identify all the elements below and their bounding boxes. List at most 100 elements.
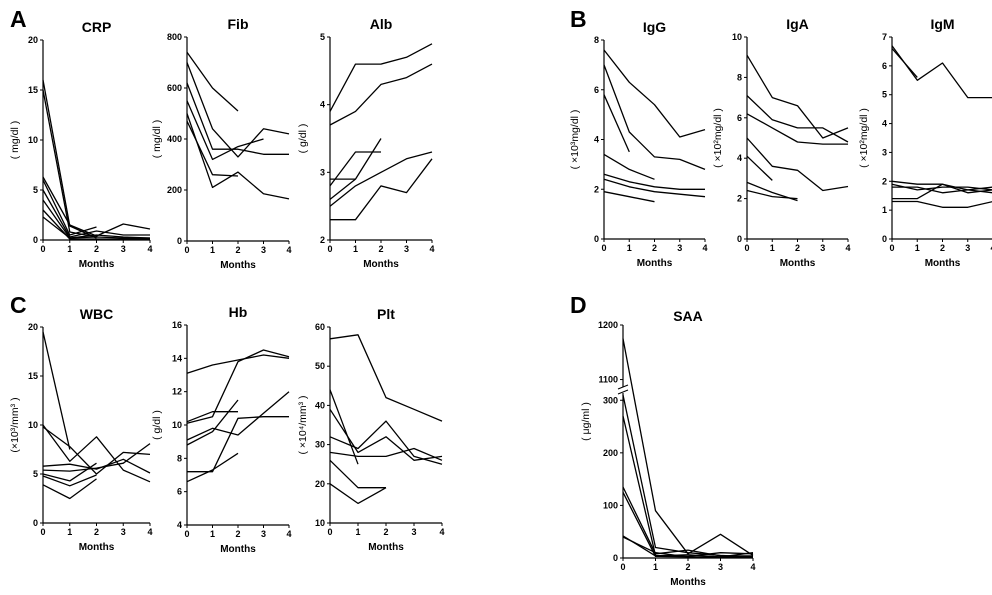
- x-tick-label: 2: [940, 243, 945, 253]
- x-tick-label: 4: [147, 527, 152, 537]
- y-tick-label: 0: [177, 236, 182, 246]
- series-line: [42, 209, 150, 240]
- y-tick-label: 60: [315, 322, 325, 332]
- x-tick-label: 2: [383, 527, 388, 537]
- series-line: [42, 89, 97, 238]
- series-line: [187, 416, 289, 473]
- y-tick-label: 20: [28, 322, 38, 332]
- x-tick-label: 1: [67, 244, 72, 254]
- y-tick-label: 200: [603, 448, 618, 458]
- y-tick-label: 0: [594, 234, 599, 244]
- chart-title: WBC: [80, 306, 113, 322]
- y-tick-label: 6: [737, 113, 742, 123]
- axis-break-mark: [617, 389, 629, 395]
- y-tick-label: 1200: [598, 320, 618, 330]
- series-line: [329, 43, 433, 112]
- series-line: [186, 82, 289, 155]
- y-tick-label: 0: [613, 553, 618, 563]
- panel-letter-a: A: [10, 6, 27, 32]
- x-tick-label: 1: [627, 243, 632, 253]
- y-tick-label: 10: [315, 518, 325, 528]
- series-line: [186, 391, 290, 441]
- x-tick-label: 2: [94, 244, 99, 254]
- y-axis-label: ( ×10⁴/mm³ ): [297, 395, 309, 454]
- x-tick-label: 3: [121, 244, 126, 254]
- series-line: [603, 64, 706, 171]
- y-tick-label: 14: [172, 353, 182, 363]
- x-tick-label: 4: [439, 527, 444, 537]
- y-tick-label: 6: [177, 487, 182, 497]
- axis-break-mark: [617, 384, 629, 390]
- y-tick-label: 0: [33, 235, 38, 245]
- series-line: [622, 394, 754, 558]
- y-tick-label: 15: [28, 85, 38, 95]
- y-tick-label: 15: [28, 371, 38, 381]
- series-line: [42, 462, 97, 482]
- y-tick-label: 4: [882, 119, 887, 129]
- chart-title: IgM: [930, 16, 954, 32]
- series-line: [42, 189, 150, 238]
- series-line: [891, 183, 992, 191]
- x-tick-label: 0: [40, 527, 45, 537]
- x-tick-label: 4: [429, 244, 434, 254]
- y-tick-label: 2: [737, 194, 742, 204]
- series-line: [186, 100, 264, 161]
- series-line: [186, 113, 290, 200]
- chart-title: Fib: [228, 16, 249, 32]
- y-axis-label: (×10³/mm³ ): [9, 397, 21, 452]
- series-line: [329, 447, 443, 461]
- x-tick-label: 3: [411, 527, 416, 537]
- y-tick-label: 5: [320, 32, 325, 42]
- y-axis-label: ( g/dl ): [297, 124, 309, 154]
- y-tick-label: 4: [177, 520, 182, 530]
- y-tick-label: 2: [320, 235, 325, 245]
- series-line: [746, 189, 798, 200]
- x-tick-label: 3: [261, 529, 266, 539]
- series-line: [186, 349, 290, 424]
- y-axis-label: ( ×10²mg/dl ): [858, 108, 870, 168]
- y-tick-label: 7: [882, 32, 887, 42]
- series-line: [186, 399, 239, 446]
- series-line: [329, 483, 387, 505]
- series-line: [42, 199, 150, 239]
- x-tick-label: 2: [235, 529, 240, 539]
- y-tick-label: 5: [882, 90, 887, 100]
- y-axis-label: ( ×10³mg/dl ): [569, 110, 581, 170]
- series-line: [186, 411, 238, 423]
- series-line: [42, 426, 151, 475]
- y-tick-label: 5: [33, 469, 38, 479]
- x-tick-label: 4: [286, 529, 291, 539]
- y-tick-label: 800: [167, 32, 182, 42]
- x-tick-label: 2: [94, 527, 99, 537]
- x-tick-label: 4: [845, 243, 850, 253]
- series-line: [891, 48, 918, 78]
- series-line: [42, 79, 97, 239]
- y-tick-label: 6: [594, 85, 599, 95]
- x-axis-label: Months: [363, 259, 399, 270]
- series-line: [891, 45, 992, 99]
- series-line: [329, 63, 433, 126]
- x-tick-label: 3: [261, 245, 266, 255]
- y-tick-label: 0: [737, 234, 742, 244]
- series-line: [42, 458, 151, 474]
- series-line: [42, 331, 71, 450]
- x-tick-label: 2: [685, 562, 690, 572]
- x-axis-label: Months: [368, 542, 404, 553]
- chart-title: Alb: [370, 16, 393, 32]
- series-line: [622, 535, 753, 558]
- series-line: [746, 54, 849, 139]
- series-line: [329, 151, 381, 187]
- series-line: [603, 191, 655, 203]
- chart-title: CRP: [82, 19, 112, 35]
- x-axis-label: Months: [79, 259, 115, 270]
- x-tick-label: 4: [147, 244, 152, 254]
- y-axis-label: ( g/dl ): [151, 410, 163, 440]
- chart-crp: CRP 0 5 10 15 20 0 1 2 3 4 Months ( mg/dl ): [9, 19, 153, 270]
- y-tick-label: 1: [882, 205, 887, 215]
- y-tick-label: 300: [603, 395, 618, 405]
- x-tick-label: 3: [121, 527, 126, 537]
- series-line: [892, 183, 992, 200]
- series-line: [603, 153, 655, 180]
